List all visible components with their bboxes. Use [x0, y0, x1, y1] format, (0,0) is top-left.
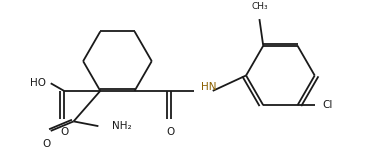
Text: NH₂: NH₂ [112, 121, 131, 131]
Text: Cl: Cl [322, 100, 333, 110]
Text: HN: HN [201, 82, 217, 92]
Text: CH₃: CH₃ [251, 2, 268, 11]
Text: O: O [167, 127, 175, 137]
Text: O: O [60, 127, 68, 137]
Text: O: O [43, 139, 51, 148]
Text: HO: HO [30, 78, 46, 88]
